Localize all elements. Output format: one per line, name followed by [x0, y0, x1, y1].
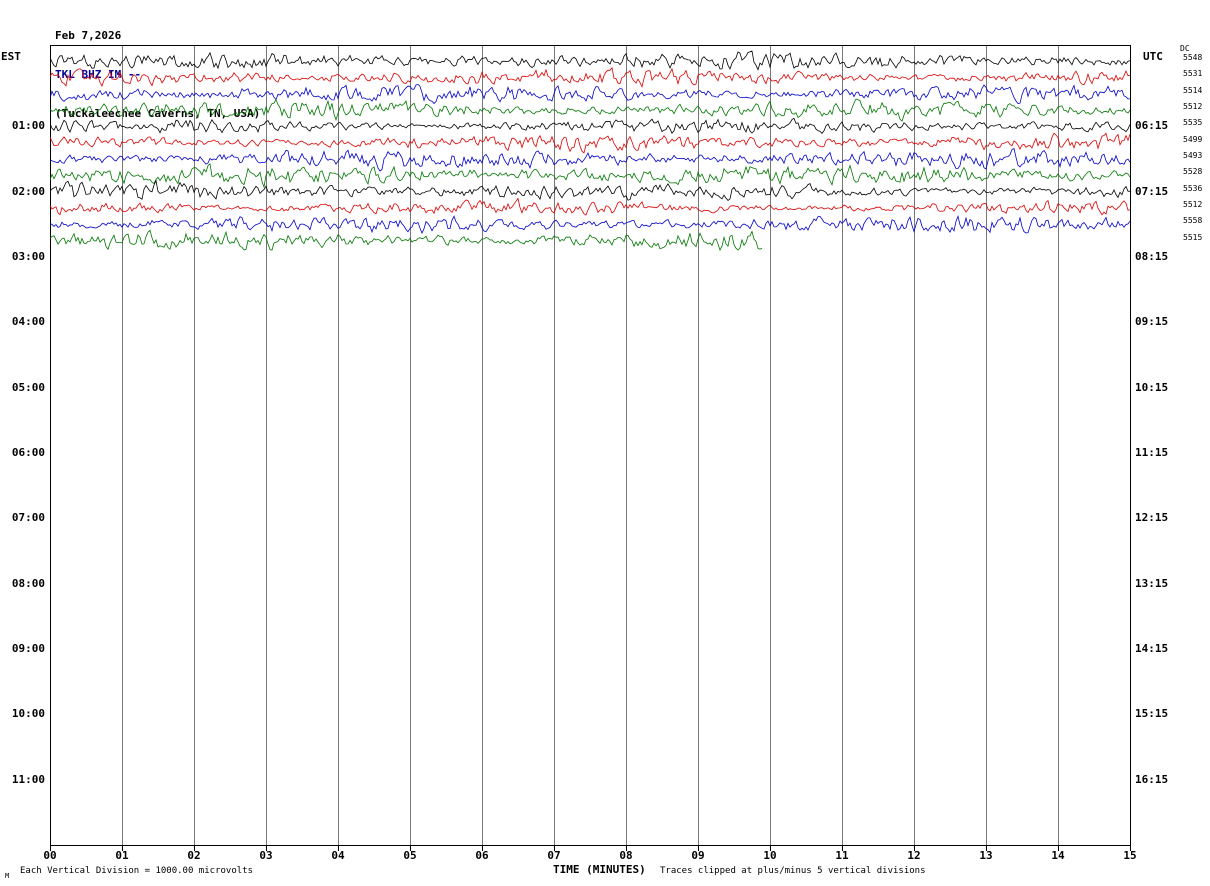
header-location: (Tuckaleechee Caverns, TN, USA) [55, 107, 261, 120]
x-tick-label: 12 [907, 849, 921, 862]
left-time-label: 03:00 [11, 249, 45, 263]
header-date: Feb 7,2026 [55, 29, 122, 42]
right-time-label: 06:15 [1135, 119, 1169, 133]
dc-value: 5535 [1183, 118, 1203, 128]
footer-clip-note: Traces clipped at plus/minus 5 vertical … [660, 866, 926, 876]
right-time-label: 08:15 [1135, 249, 1169, 263]
x-tick-label: 03 [259, 849, 273, 862]
x-tick-label: 01 [115, 849, 129, 862]
dc-value: 5558 [1183, 216, 1203, 226]
right-time-label: 12:15 [1135, 511, 1169, 525]
seismogram-trace [50, 229, 763, 252]
x-tick-label: 11 [835, 849, 849, 862]
seismogram-plot [50, 45, 1131, 851]
x-tick-label: 13 [979, 849, 993, 862]
dc-value: 5514 [1183, 85, 1203, 95]
left-time-label: 10:00 [11, 707, 45, 721]
x-tick-label: 09 [691, 849, 705, 862]
x-tick-label: 00 [43, 849, 57, 862]
left-time-label: 04:00 [11, 315, 45, 329]
seismogram-trace [50, 163, 1131, 189]
seismogram-trace [50, 132, 1131, 154]
left-timezone-label: EST [1, 50, 21, 63]
left-time-label: 08:00 [11, 576, 45, 590]
dc-value: 5512 [1183, 199, 1203, 209]
footer-scale-note: Each Vertical Division = 1000.00 microvo… [20, 866, 253, 876]
seismogram-trace [50, 50, 1131, 71]
dc-value: 5531 [1183, 69, 1203, 79]
seismogram-trace [50, 83, 1131, 105]
x-tick-label: 10 [763, 849, 777, 862]
seismogram-trace [50, 117, 1131, 135]
seismogram-trace [50, 214, 1131, 235]
x-tick-label: 07 [547, 849, 561, 862]
x-tick-label: 06 [475, 849, 489, 862]
left-time-label: 11:00 [11, 772, 45, 786]
seismogram-trace [50, 98, 1131, 122]
x-tick-label: 15 [1123, 849, 1137, 862]
left-time-label: 07:00 [11, 511, 45, 525]
dc-value: 5499 [1183, 134, 1203, 144]
x-tick-label: 02 [187, 849, 201, 862]
right-time-label: 10:15 [1135, 380, 1169, 394]
seismogram-trace [50, 197, 1131, 216]
x-tick-label: 05 [403, 849, 417, 862]
corner-mark: M [5, 872, 10, 880]
left-time-label: 01:00 [11, 119, 45, 133]
x-axis-label: TIME (MINUTES) [553, 863, 646, 876]
left-time-label: 05:00 [11, 380, 45, 394]
right-time-label: 15:15 [1135, 707, 1169, 721]
dc-value: 5515 [1183, 232, 1203, 242]
right-timezone-label: UTC [1143, 50, 1163, 63]
right-time-label: 13:15 [1135, 576, 1169, 590]
seismogram-trace [50, 179, 1131, 201]
right-time-label: 16:15 [1135, 772, 1169, 786]
seismogram-trace [50, 66, 1131, 89]
dc-value: 5512 [1183, 101, 1203, 111]
left-time-label: 06:00 [11, 445, 45, 459]
x-tick-label: 14 [1051, 849, 1065, 862]
dc-value: 5536 [1183, 183, 1203, 193]
right-time-label: 14:15 [1135, 641, 1169, 655]
x-tick-label: 04 [331, 849, 345, 862]
right-time-label: 09:15 [1135, 315, 1169, 329]
left-time-label: 02:00 [11, 184, 45, 198]
seismogram-trace [50, 148, 1131, 172]
x-tick-label: 08 [619, 849, 633, 862]
dc-value: 5528 [1183, 167, 1203, 177]
dc-column-header: DC [1180, 44, 1190, 53]
right-time-label: 07:15 [1135, 184, 1169, 198]
dc-value: 5493 [1183, 150, 1203, 160]
left-time-label: 09:00 [11, 641, 45, 655]
right-time-label: 11:15 [1135, 445, 1169, 459]
dc-value: 5548 [1183, 53, 1203, 62]
